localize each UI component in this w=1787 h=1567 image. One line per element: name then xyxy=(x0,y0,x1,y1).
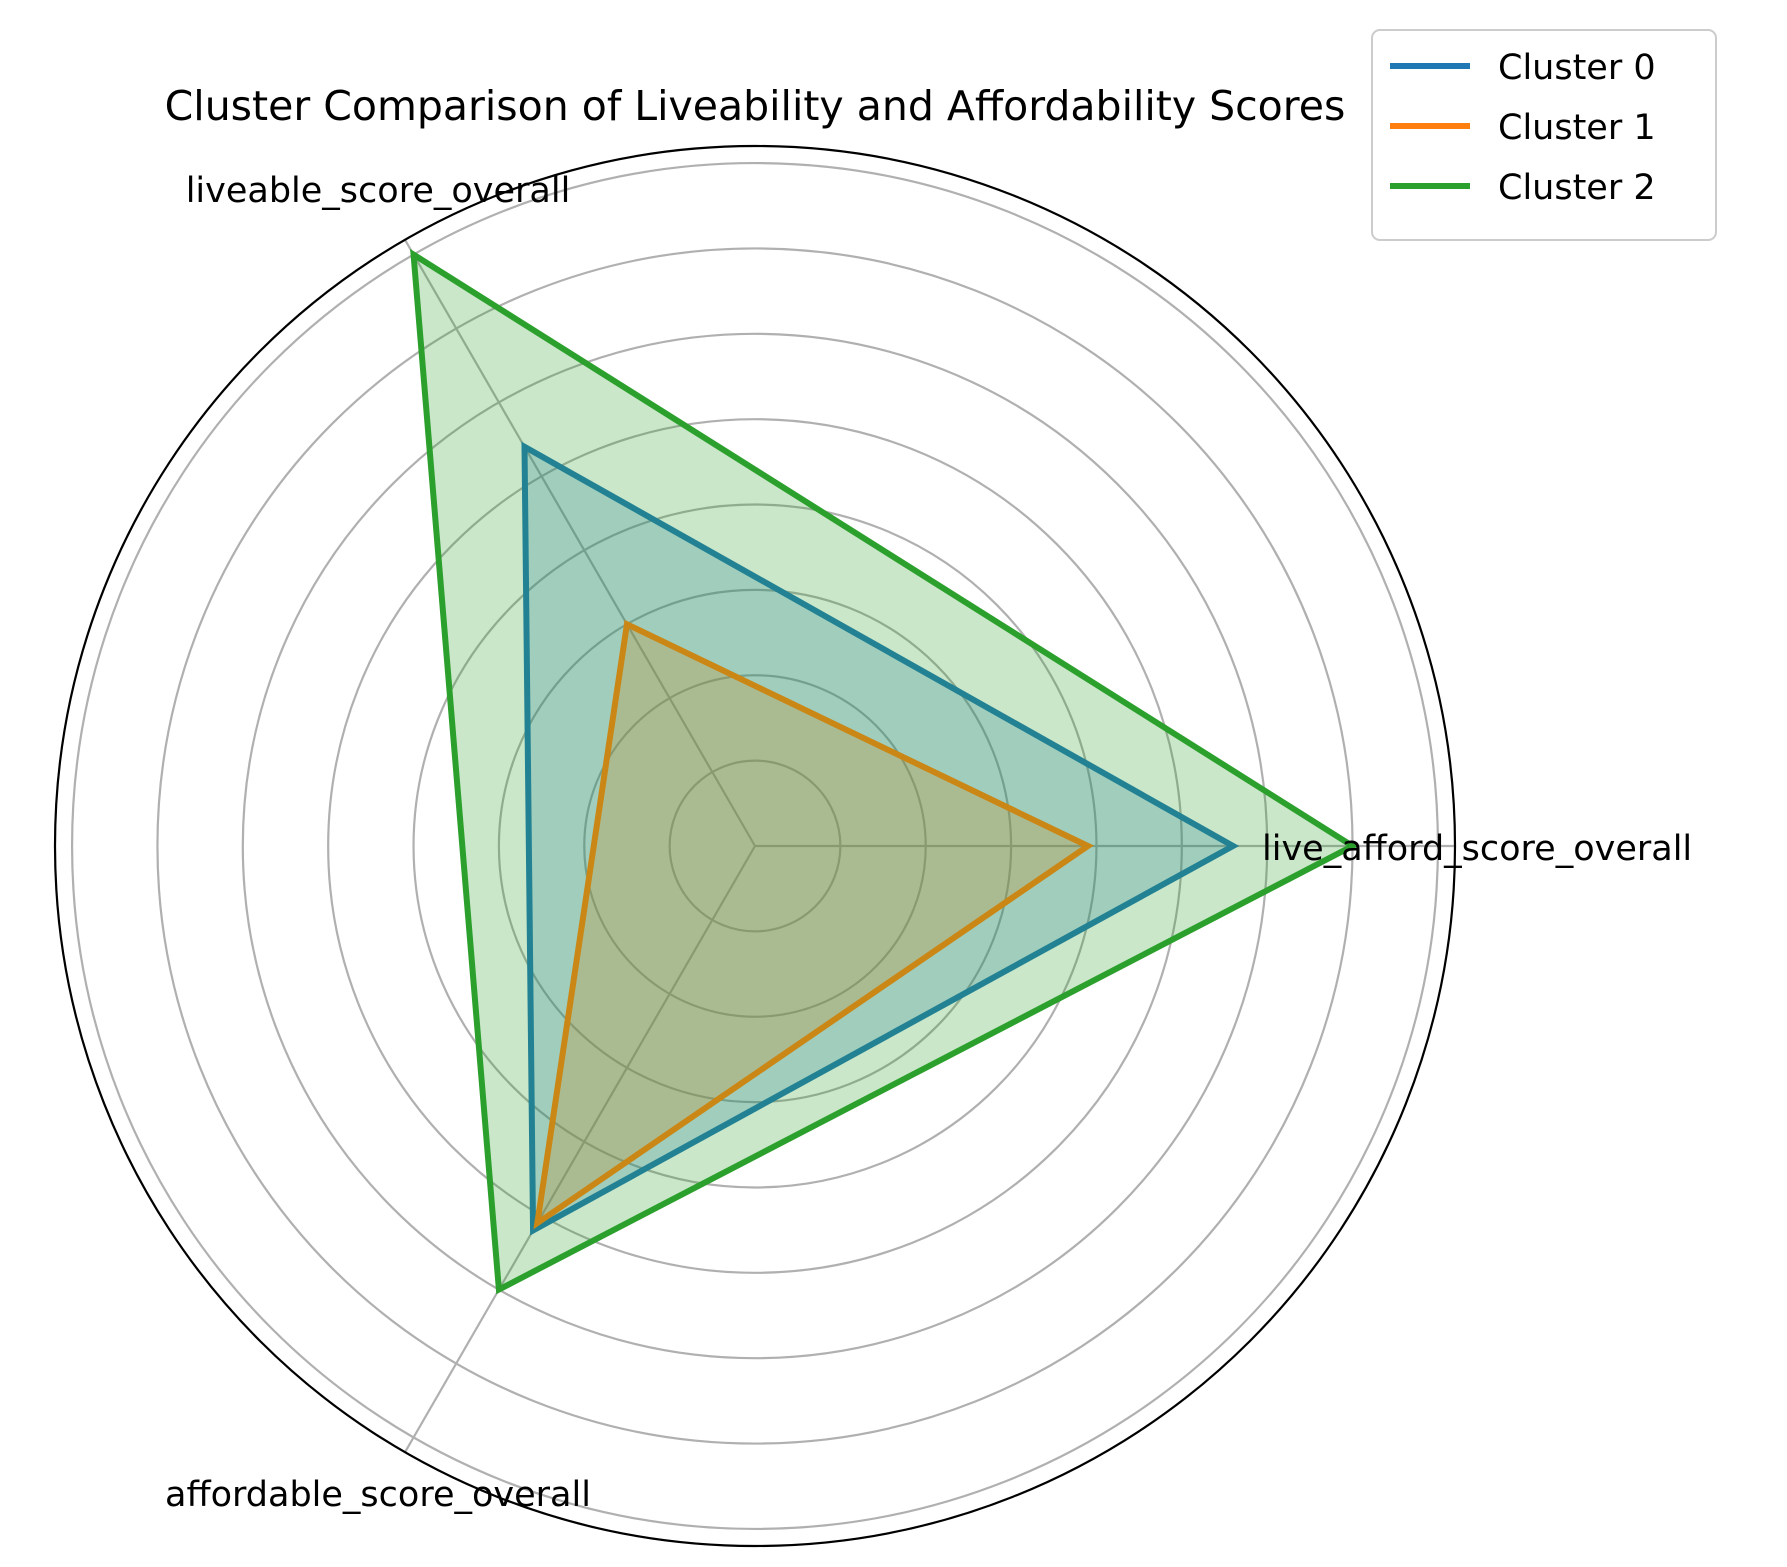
cluster-2-point-3 xyxy=(498,1289,500,1291)
axis-label-3: affordable_score_overall xyxy=(165,1475,591,1515)
polar-frame xyxy=(53,144,1457,1548)
cluster-1-point-1 xyxy=(1087,845,1089,847)
axis-spoke-2 xyxy=(404,239,756,847)
legend-label-1: Cluster 1 xyxy=(1498,108,1656,148)
cluster-0-point-2 xyxy=(524,446,526,448)
legend-label-0: Cluster 0 xyxy=(1498,48,1656,88)
cluster-0-point-3 xyxy=(532,1229,534,1231)
cluster-1-area xyxy=(537,624,1088,1224)
cluster-2-point-1 xyxy=(1352,845,1354,847)
cluster-1-point-2 xyxy=(626,623,628,625)
axis-labels: live_afford_score_overall liveable_score_… xyxy=(165,171,1692,1515)
cluster-1-line xyxy=(533,619,1094,1230)
cluster-0-area xyxy=(524,446,1234,1231)
axis-label-1: live_afford_score_overall xyxy=(1262,829,1692,869)
chart-title: Cluster Comparison of Liveability and Af… xyxy=(165,82,1346,130)
legend: Cluster 0 Cluster 1 Cluster 2 xyxy=(1371,29,1717,241)
series-layer xyxy=(410,248,1359,1295)
axis-spoke-3 xyxy=(404,845,756,1453)
cluster-2-point-2 xyxy=(413,254,415,256)
cluster-0-point-1 xyxy=(1232,845,1234,847)
cluster-2-line xyxy=(410,248,1359,1295)
cluster-1-point-3 xyxy=(536,1222,538,1224)
cluster-2-area xyxy=(413,254,1353,1290)
cluster-0-line xyxy=(521,441,1240,1236)
grid-layer xyxy=(53,144,1457,1548)
legend-label-2: Cluster 2 xyxy=(1498,168,1656,208)
axis-label-2: liveable_score_overall xyxy=(186,171,571,211)
